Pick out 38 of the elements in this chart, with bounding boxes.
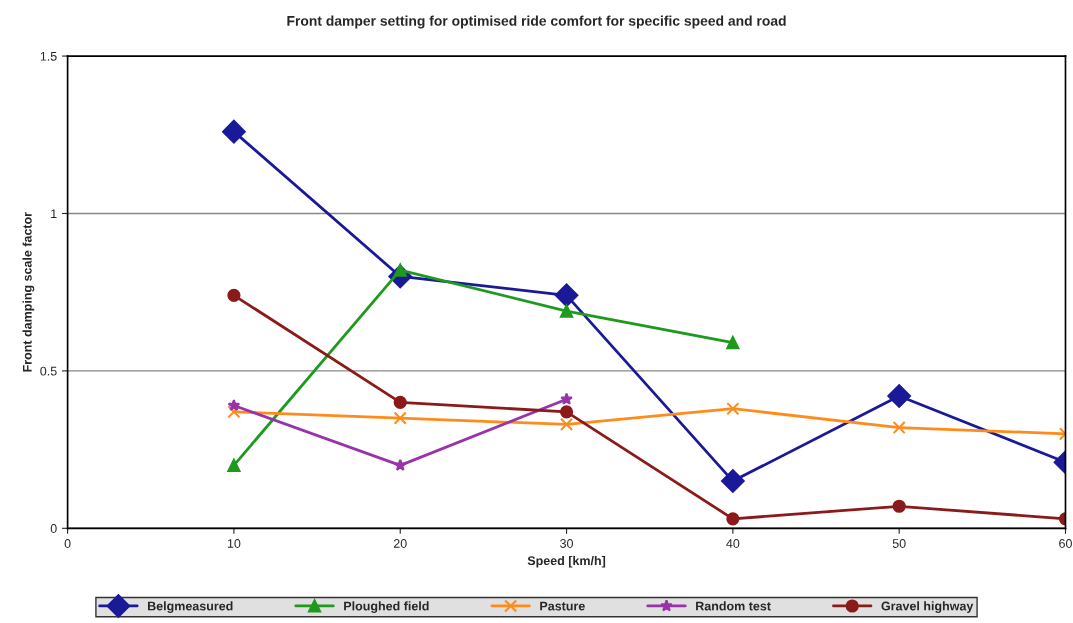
point — [726, 512, 740, 526]
legend-label: Random test — [696, 601, 771, 611]
legend-label: Pasture — [540, 601, 585, 611]
point — [560, 392, 573, 405]
point — [887, 384, 912, 408]
x-tick-label: 10 — [227, 539, 241, 548]
legend-label: Belgmeasured — [148, 601, 233, 613]
point — [222, 119, 246, 144]
y-axis-title: Front damping scale factor — [22, 212, 35, 372]
x-tick-label: 30 — [560, 539, 574, 548]
point — [227, 458, 241, 472]
x-tick-label: 0 — [64, 539, 71, 548]
point — [393, 411, 407, 425]
y-tick-label: 0.5 — [40, 366, 57, 376]
y-tick-label: 1.5 — [40, 52, 57, 61]
point — [554, 283, 579, 308]
chart-title: Front damper setting for optimised ride comfort for specific speed and road — [287, 15, 786, 29]
point — [559, 304, 574, 318]
point — [892, 499, 906, 513]
x-tick-label: 40 — [726, 539, 740, 548]
legend-label: Ploughed field — [344, 601, 429, 613]
point — [721, 469, 745, 493]
point — [393, 395, 407, 409]
x-axis-title: Speed [km/h] — [527, 555, 606, 568]
point — [227, 288, 241, 302]
point — [726, 335, 740, 350]
point — [559, 405, 574, 419]
point — [726, 402, 740, 416]
x-tick-label: 60 — [1059, 539, 1072, 548]
x-tick-label: 20 — [393, 539, 407, 548]
y-tick-label: 1 — [51, 209, 57, 219]
legend-label: Gravel highway — [881, 601, 974, 613]
point — [892, 420, 906, 435]
point — [393, 458, 407, 471]
point — [227, 398, 241, 412]
point — [559, 417, 574, 432]
y-tick-label: 0 — [50, 524, 57, 533]
x-tick-label: 50 — [892, 539, 906, 548]
